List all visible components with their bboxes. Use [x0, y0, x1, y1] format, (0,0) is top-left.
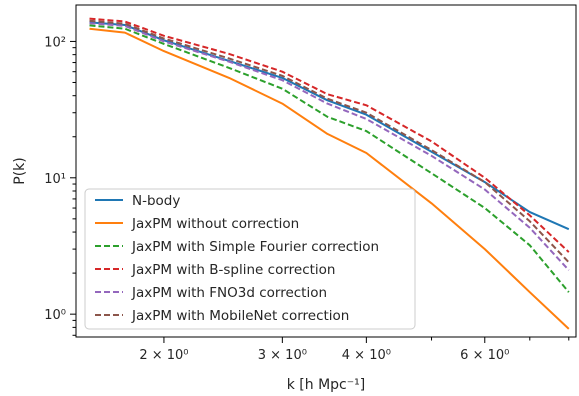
y-tick-label: 10¹: [44, 172, 66, 187]
legend-label: N-body: [132, 193, 180, 209]
y-axis-label: P(k): [12, 157, 28, 184]
plot-area: [89, 17, 570, 330]
x-tick-label: 2 × 10⁰: [139, 348, 188, 363]
series-line-3: [89, 17, 570, 253]
series-line-2: [89, 24, 570, 293]
legend-item: JaxPM with MobileNet correction: [95, 308, 349, 324]
legend-item: JaxPM with B-spline correction: [95, 262, 335, 278]
series-line-1: [89, 27, 570, 330]
series-line-5: [89, 19, 570, 263]
legend-label: JaxPM without correction: [131, 216, 299, 232]
legend-item: JaxPM without correction: [95, 216, 299, 232]
x-tick-label: 4 × 10⁰: [342, 348, 391, 363]
legend-item: JaxPM with FNO3d correction: [95, 285, 327, 301]
x-axis-label: k [h Mpc⁻¹]: [287, 377, 365, 393]
y-tick-label: 10²: [44, 35, 66, 50]
legend-item: N-body: [95, 193, 180, 209]
legend-box: [84, 188, 416, 330]
legend-label: JaxPM with FNO3d correction: [131, 285, 327, 301]
legend: N-body JaxPM without correction JaxPM with…: [84, 188, 416, 330]
legend-label: JaxPM with MobileNet correction: [131, 308, 349, 324]
legend-label: JaxPM with B-spline correction: [131, 262, 335, 278]
legend-label: JaxPM with Simple Fourier correction: [131, 239, 379, 255]
axis-ticks: 2 × 10⁰ 3 × 10⁰ 4 × 10⁰ 6 × 10⁰ 10⁰ 10¹ 10²: [44, 35, 570, 363]
legend-item: JaxPM with Simple Fourier correction: [95, 239, 379, 255]
series-line-4: [89, 22, 570, 271]
y-tick-label: 10⁰: [44, 308, 66, 323]
x-tick-label: 3 × 10⁰: [258, 348, 307, 363]
axes-frame: [75, 4, 577, 338]
x-tick-label: 6 × 10⁰: [460, 348, 509, 363]
